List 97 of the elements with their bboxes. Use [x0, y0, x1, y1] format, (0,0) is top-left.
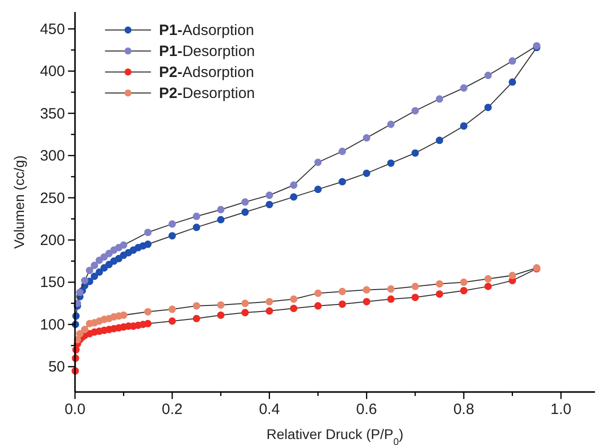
y-tick-label: 300 — [40, 148, 65, 165]
y-tick-label: 450 — [40, 20, 65, 38]
y-tick-label: 150 — [40, 274, 65, 292]
x-tick-label: 0.6 — [356, 401, 378, 418]
x-tick-label: 0.4 — [258, 401, 280, 418]
point — [387, 120, 395, 128]
x-tick-label: 1.0 — [550, 401, 572, 418]
point — [192, 314, 200, 322]
point — [338, 300, 346, 308]
point — [460, 278, 468, 286]
point — [266, 298, 274, 306]
y-tick-label: 200 — [40, 232, 65, 249]
point — [241, 300, 249, 308]
point — [90, 272, 98, 280]
point — [436, 290, 444, 298]
point — [115, 254, 122, 262]
point — [241, 208, 249, 216]
point — [362, 286, 370, 294]
point — [290, 295, 298, 303]
point — [168, 220, 176, 228]
point — [241, 198, 249, 206]
point — [290, 181, 298, 189]
point — [387, 295, 395, 303]
point — [86, 266, 94, 274]
x-tick-label: 0.8 — [453, 401, 474, 418]
legend-label: P2-Desorption — [159, 85, 255, 102]
point — [362, 298, 370, 306]
point — [508, 78, 516, 86]
point — [314, 290, 322, 297]
point — [192, 212, 200, 220]
point — [460, 122, 468, 130]
y-tick-label: 50 — [48, 358, 65, 376]
point — [217, 311, 224, 319]
point — [76, 330, 84, 338]
point — [436, 95, 444, 103]
point — [338, 178, 346, 186]
point — [241, 308, 249, 316]
legend-label: P1-Adsorption — [159, 22, 254, 39]
point — [484, 72, 492, 80]
point — [436, 280, 444, 288]
point — [217, 206, 224, 214]
point — [484, 282, 492, 290]
x-tick-label: 0.2 — [162, 401, 183, 418]
point — [76, 288, 84, 296]
point — [362, 170, 370, 177]
point — [266, 200, 274, 208]
point — [290, 304, 298, 312]
point — [217, 216, 224, 224]
y-tick-label: 100 — [40, 316, 65, 334]
point — [144, 320, 152, 328]
legend-label: P1-Desorption — [159, 43, 255, 60]
point — [266, 192, 274, 199]
point — [81, 276, 88, 284]
point — [192, 302, 200, 310]
point — [168, 232, 176, 240]
point — [338, 148, 346, 156]
point — [411, 282, 419, 290]
point — [508, 272, 516, 280]
y-axis-title: Volumen (cc/g) — [11, 155, 27, 249]
point — [436, 136, 444, 144]
point — [144, 240, 152, 248]
x-axis-title: Relativer Druck (P/P$_{0}$) — [266, 426, 404, 445]
point — [362, 134, 370, 142]
point — [460, 84, 468, 92]
x-tick-label: 0.0 — [64, 401, 86, 418]
point — [266, 307, 274, 315]
point — [144, 228, 152, 236]
point — [387, 159, 395, 167]
point — [338, 288, 346, 296]
point — [484, 104, 492, 112]
point — [314, 158, 322, 166]
point — [314, 302, 322, 310]
y-tick-label: 350 — [40, 105, 65, 122]
point — [411, 149, 419, 157]
point — [192, 224, 200, 232]
point — [508, 57, 516, 65]
point — [96, 268, 103, 276]
y-tick-label: 400 — [40, 63, 65, 80]
point — [484, 275, 492, 283]
point — [86, 320, 94, 328]
point — [100, 264, 108, 272]
point — [314, 186, 322, 194]
point — [460, 286, 468, 294]
point — [90, 262, 98, 270]
point — [110, 246, 118, 254]
point — [217, 301, 224, 309]
legend-label: P2-Adsorption — [159, 64, 254, 81]
point — [168, 306, 176, 313]
point — [144, 308, 152, 316]
point — [168, 317, 176, 325]
point — [290, 193, 298, 201]
point — [411, 294, 419, 302]
point — [96, 256, 103, 264]
point — [387, 285, 395, 293]
point — [411, 107, 419, 114]
y-tick-label: 250 — [40, 190, 65, 207]
point — [81, 326, 88, 334]
